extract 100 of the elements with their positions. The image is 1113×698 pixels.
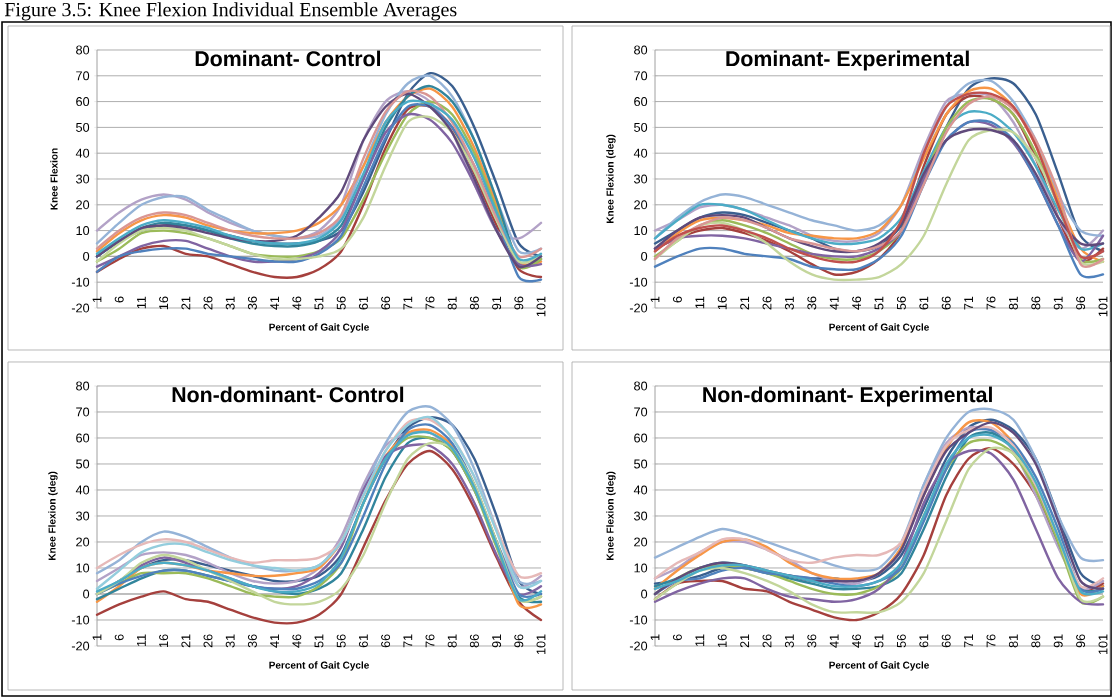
x-tick-label: 26 xyxy=(203,634,213,648)
x-tick-label: 61 xyxy=(919,634,929,648)
y-tick-label: 40 xyxy=(633,485,648,495)
y-axis-title: Knee Flexion xyxy=(50,148,58,210)
y-tick-label: 70 xyxy=(76,71,90,81)
y-tick-label: 80 xyxy=(634,45,648,55)
x-tick-label: 21 xyxy=(181,634,191,648)
x-tick-label: 86 xyxy=(469,296,479,310)
y-tick-label: 30 xyxy=(76,511,90,521)
x-tick-label: 91 xyxy=(492,296,502,310)
x-tick-label: 91 xyxy=(1053,634,1063,648)
y-tick-label: 60 xyxy=(634,97,648,107)
x-tick-label: 1 xyxy=(650,634,660,640)
x-tick-label: 1 xyxy=(650,296,660,303)
x-tick-label: 76 xyxy=(425,296,435,310)
x-tick-label: 16 xyxy=(717,634,727,647)
x-tick-label: 96 xyxy=(1076,634,1086,648)
x-tick-label: 56 xyxy=(336,296,346,310)
x-tick-label: 51 xyxy=(874,634,884,648)
x-tick-label: 41 xyxy=(829,634,839,648)
y-tick-label: 40 xyxy=(75,485,90,495)
x-tick-label: 11 xyxy=(137,296,146,309)
y-tick-label: -10 xyxy=(71,277,90,287)
x-tick-label: 76 xyxy=(986,634,996,648)
x-tick-label: 16 xyxy=(159,296,169,310)
y-tick-label: 60 xyxy=(76,97,90,107)
x-tick-label: 46 xyxy=(292,296,302,310)
x-tick-label: 21 xyxy=(740,634,750,648)
y-tick-label: 70 xyxy=(634,407,648,417)
x-tick-label: 51 xyxy=(874,296,884,310)
x-tick-label: 41 xyxy=(270,634,279,648)
x-tick-label: 26 xyxy=(203,296,213,310)
x-tick-label: 56 xyxy=(896,296,906,310)
x-tick-label: 86 xyxy=(1031,634,1041,648)
x-tick-label: 26 xyxy=(762,296,772,310)
y-tick-label: 0 xyxy=(83,589,90,599)
x-tick-label: 31 xyxy=(225,634,235,648)
y-tick-label: 20 xyxy=(76,537,90,547)
x-tick-label: 76 xyxy=(986,296,996,310)
x-tick-label: 16 xyxy=(159,634,169,647)
x-axis-title: Percent of Gait Cycle xyxy=(829,323,929,333)
x-tick-label: 66 xyxy=(381,634,391,648)
x-tick-label: 31 xyxy=(225,296,235,310)
x-axis-title: Percent of Gait Cycle xyxy=(269,323,369,333)
x-tick-label: 101 xyxy=(536,634,546,655)
y-axis-title: Knee Flexion (deg) xyxy=(48,471,58,561)
x-tick-label: 91 xyxy=(1053,296,1063,310)
y-tick-label: 10 xyxy=(634,563,648,573)
y-tick-label: 70 xyxy=(76,407,90,417)
y-tick-label: 60 xyxy=(76,433,90,443)
y-tick-label: 30 xyxy=(634,511,648,521)
x-tick-label: 71 xyxy=(403,296,413,310)
y-tick-label: 20 xyxy=(634,537,648,547)
y-axis-title: Knee Flexion (deg) xyxy=(606,471,616,561)
x-tick-label: 21 xyxy=(181,296,191,310)
y-tick-label: 10 xyxy=(634,226,648,236)
y-tick-label: 50 xyxy=(76,122,90,132)
x-tick-label: 66 xyxy=(941,634,951,648)
y-tick-label: 0 xyxy=(641,589,648,599)
x-tick-label: 36 xyxy=(807,296,817,310)
x-tick-label: 11 xyxy=(137,634,146,647)
y-tick-label: 40 xyxy=(75,148,90,158)
x-tick-label: 36 xyxy=(807,634,817,648)
y-tick-label: 20 xyxy=(634,200,648,210)
x-axis-title: Percent of Gait Cycle xyxy=(829,661,929,671)
x-tick-label: 1 xyxy=(92,634,102,640)
y-tick-label: 80 xyxy=(634,381,648,391)
y-tick-label: 40 xyxy=(633,148,648,158)
chart-title: Dominant- Control xyxy=(195,50,381,67)
x-axis-title: Percent of Gait Cycle xyxy=(269,661,369,671)
x-tick-label: 46 xyxy=(852,296,862,310)
y-tick-label: -20 xyxy=(71,641,90,651)
x-tick-label: 86 xyxy=(1031,296,1041,310)
chart-title: Dominant- Experimental xyxy=(726,50,969,71)
x-tick-label: 6 xyxy=(672,634,682,641)
y-tick-label: 50 xyxy=(76,459,90,469)
x-tick-label: 11 xyxy=(695,634,705,647)
y-tick-label: 0 xyxy=(641,251,648,261)
y-tick-label: -10 xyxy=(629,277,648,287)
x-tick-label: 46 xyxy=(292,634,302,648)
x-tick-label: 36 xyxy=(247,634,257,648)
x-tick-label: 6 xyxy=(114,634,124,641)
x-tick-label: 51 xyxy=(314,634,324,648)
y-tick-label: 30 xyxy=(634,174,648,184)
x-tick-label: 71 xyxy=(403,634,413,648)
y-tick-label: 30 xyxy=(76,174,90,184)
x-tick-label: 26 xyxy=(762,634,772,648)
y-tick-label: 10 xyxy=(76,226,90,236)
x-tick-label: 46 xyxy=(852,634,862,648)
x-tick-label: 66 xyxy=(381,296,391,310)
x-tick-label: 61 xyxy=(919,296,929,310)
x-tick-label: 66 xyxy=(941,296,951,310)
x-tick-label: 96 xyxy=(514,634,524,648)
x-tick-label: 1 xyxy=(92,296,102,303)
x-tick-label: 56 xyxy=(896,634,906,648)
y-tick-label: 60 xyxy=(634,433,648,443)
x-tick-label: 91 xyxy=(492,634,502,648)
x-tick-label: 96 xyxy=(1076,296,1086,310)
x-tick-label: 6 xyxy=(114,296,124,303)
y-axis-title: Knee Flexion (deg) xyxy=(606,134,616,224)
